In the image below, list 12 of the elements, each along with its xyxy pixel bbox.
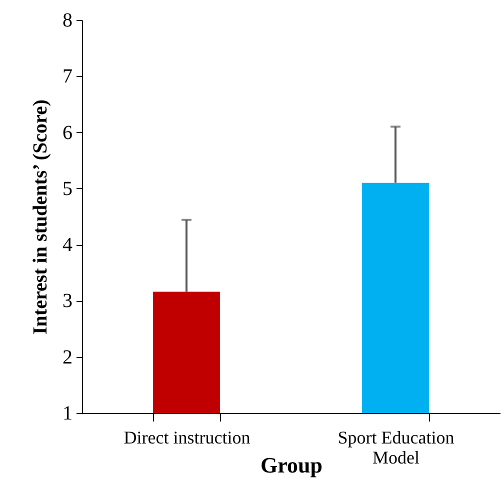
y-tick-label: 5	[62, 178, 72, 200]
y-tick-label: 1	[62, 402, 72, 424]
y-tick-label: 7	[62, 66, 72, 88]
y-tick-label: 4	[62, 234, 72, 256]
y-tick-label: 6	[62, 122, 72, 144]
x-tick-label: Sport Education Model	[338, 428, 454, 468]
y-tick-label: 8	[62, 10, 72, 32]
y-tick-label: 2	[62, 346, 72, 368]
x-tick-label: Direct instruction	[124, 428, 250, 448]
y-tick-label: 3	[62, 290, 72, 312]
y-axis-title: Interest in students’ (Score)	[30, 100, 52, 334]
x-axis-title: Group	[260, 452, 322, 478]
